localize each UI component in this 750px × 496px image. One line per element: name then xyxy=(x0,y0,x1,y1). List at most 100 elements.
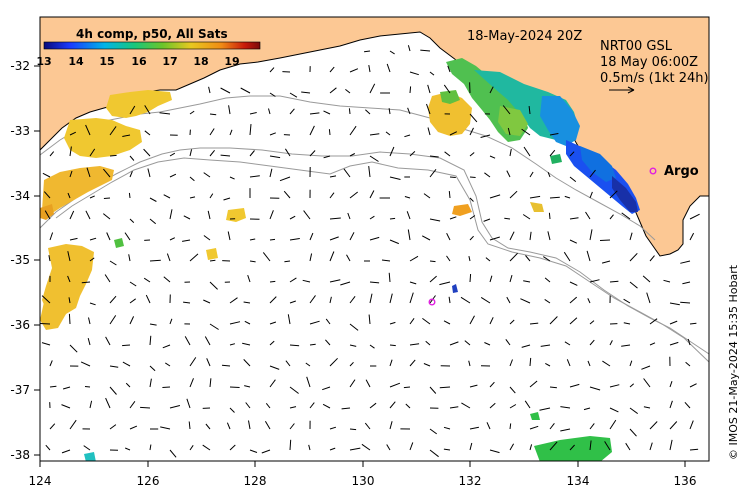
current-vector xyxy=(389,176,401,180)
current-vector xyxy=(329,447,336,451)
current-vector xyxy=(404,134,411,138)
current-vector xyxy=(279,176,291,182)
current-vector xyxy=(349,191,359,199)
current-vector xyxy=(346,254,351,262)
current-vector xyxy=(122,361,131,367)
current-vector xyxy=(289,277,297,283)
colorbar-tick: 14 xyxy=(68,55,84,68)
sst-patch xyxy=(106,90,172,118)
current-vector xyxy=(684,401,691,409)
current-vector xyxy=(529,231,532,241)
current-vector xyxy=(309,295,316,304)
current-vector xyxy=(643,406,651,409)
current-vector xyxy=(261,449,271,454)
sst-patch xyxy=(534,436,612,461)
current-vector xyxy=(325,339,331,346)
argo-float-marker[interactable] xyxy=(428,298,436,306)
current-vector xyxy=(206,358,211,367)
current-vector xyxy=(289,238,300,241)
sst-patch xyxy=(530,202,544,212)
current-vector xyxy=(529,380,538,388)
current-vector xyxy=(109,424,117,430)
current-vector xyxy=(309,320,320,325)
current-vector xyxy=(409,442,414,451)
current-vector xyxy=(129,218,135,223)
current-vector xyxy=(189,149,193,157)
current-vector xyxy=(529,322,539,325)
current-vector xyxy=(489,86,494,94)
current-vector xyxy=(589,320,595,325)
current-vector xyxy=(485,257,491,262)
current-vector xyxy=(345,89,351,94)
current-vector xyxy=(544,277,551,283)
current-vector xyxy=(427,127,431,136)
current-vector xyxy=(48,255,51,262)
current-vector xyxy=(522,214,531,220)
current-vector xyxy=(381,259,391,262)
colorbar-tick: 17 xyxy=(162,55,177,68)
current-vector xyxy=(601,260,611,264)
current-vector xyxy=(302,279,311,283)
current-vector xyxy=(439,281,451,286)
current-vector xyxy=(505,339,511,346)
current-vector xyxy=(369,293,373,304)
current-vector xyxy=(41,295,51,304)
current-vector xyxy=(446,232,451,241)
current-vector xyxy=(88,317,91,325)
argo-float-marker[interactable] xyxy=(649,167,657,175)
current-vector xyxy=(587,360,591,367)
current-vector xyxy=(308,444,311,451)
current-vector xyxy=(269,321,277,325)
current-vector xyxy=(287,314,291,325)
current-vector xyxy=(245,402,251,409)
current-vector xyxy=(689,420,694,430)
current-vector xyxy=(189,378,194,388)
current-vector xyxy=(429,71,435,76)
current-vector xyxy=(269,238,276,241)
sst-colorbar: 4h comp, p50, All Sats 13 14 15 16 17 18… xyxy=(36,27,261,68)
current-vector xyxy=(589,440,592,451)
current-vector xyxy=(209,193,214,199)
current-vector xyxy=(446,255,451,262)
current-vector xyxy=(249,449,258,453)
current-vector xyxy=(248,420,251,430)
current-vector xyxy=(489,236,500,241)
current-vector xyxy=(589,423,595,430)
current-vector xyxy=(106,232,111,241)
current-vector xyxy=(689,213,700,220)
current-vector xyxy=(87,337,91,346)
current-vector xyxy=(602,360,611,367)
current-vector xyxy=(289,215,296,220)
current-vector xyxy=(489,317,494,325)
current-vector xyxy=(244,385,251,388)
current-vector xyxy=(464,340,471,346)
current-vector xyxy=(244,320,251,325)
current-vector xyxy=(109,365,119,368)
x-tick-label: 126 xyxy=(137,474,160,488)
current-vector xyxy=(369,155,379,162)
current-vector xyxy=(209,281,218,290)
current-vector xyxy=(429,275,437,283)
current-vector xyxy=(209,378,212,388)
current-vector xyxy=(609,340,613,346)
current-vector xyxy=(547,172,551,178)
current-vector xyxy=(669,302,680,306)
current-vector xyxy=(429,386,437,394)
argo-label: Argo xyxy=(664,164,699,179)
sst-patch xyxy=(114,238,124,248)
current-vector xyxy=(169,152,176,157)
current-vector xyxy=(349,153,356,157)
current-vector xyxy=(303,210,311,220)
current-vector xyxy=(265,402,271,409)
current-vector xyxy=(343,168,351,178)
sst-patch xyxy=(550,154,562,164)
current-vector xyxy=(369,344,375,349)
current-vector xyxy=(189,253,199,262)
current-vector xyxy=(68,313,71,325)
current-vector xyxy=(329,175,337,178)
current-vector xyxy=(625,442,631,451)
current-vector xyxy=(599,239,611,241)
current-vector xyxy=(129,298,136,304)
current-vector xyxy=(129,425,138,430)
current-vector xyxy=(269,155,281,159)
